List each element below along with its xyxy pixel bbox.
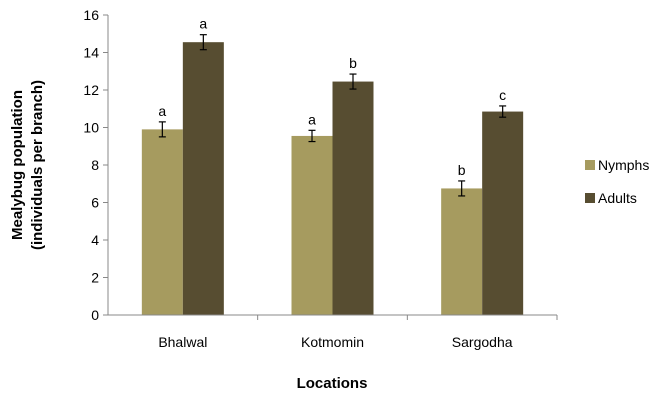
significance-label: a [158,103,166,119]
bar-nymphs-bhalwal [141,129,183,315]
significance-label: b [349,55,357,71]
bar-nymphs-kotmomin [291,135,333,315]
legend-label-adults: Adults [598,190,637,206]
y-tick-label: 4 [91,232,99,248]
legend-swatch-adults [585,193,595,203]
significance-label: c [499,87,506,103]
y-tick-label: 6 [91,195,99,211]
y-tick-label: 8 [91,157,99,173]
bar-nymphs-sargodha [441,188,483,315]
legend-swatch-nymphs [585,160,595,170]
significance-labels: a a a b b c [158,16,506,178]
x-category-label: Kotmomin [301,334,364,350]
bar-adults-sargodha [482,111,524,315]
significance-label: a [308,111,316,127]
error-bars [158,34,507,197]
y-tick-label: 10 [83,120,99,136]
y-tick-label: 16 [83,7,99,23]
bars [141,42,524,315]
x-category-label: Bhalwal [158,334,207,350]
significance-label: a [199,16,207,32]
y-tick-label: 12 [83,82,99,98]
x-category-label: Sargodha [452,334,513,350]
x-axis-category-labels: Bhalwal Kotmomin Sargodha [158,315,558,350]
legend-label-nymphs: Nymphs [598,157,649,173]
bar-adults-bhalwal [182,42,224,315]
y-axis-title-line1: Mealybug population [9,90,26,240]
y-axis-title-line2: (individuals per branch) [29,80,46,250]
y-tick-label: 2 [91,270,99,286]
y-tick-label: 14 [83,45,99,61]
legend: Nymphs Adults [585,157,649,206]
y-axis-ticks: 0 2 4 6 8 10 12 14 16 [83,7,108,323]
y-tick-label: 0 [91,307,99,323]
x-axis-title: Locations [297,375,368,392]
significance-label: b [458,162,466,178]
bar-adults-kotmomin [332,81,374,315]
